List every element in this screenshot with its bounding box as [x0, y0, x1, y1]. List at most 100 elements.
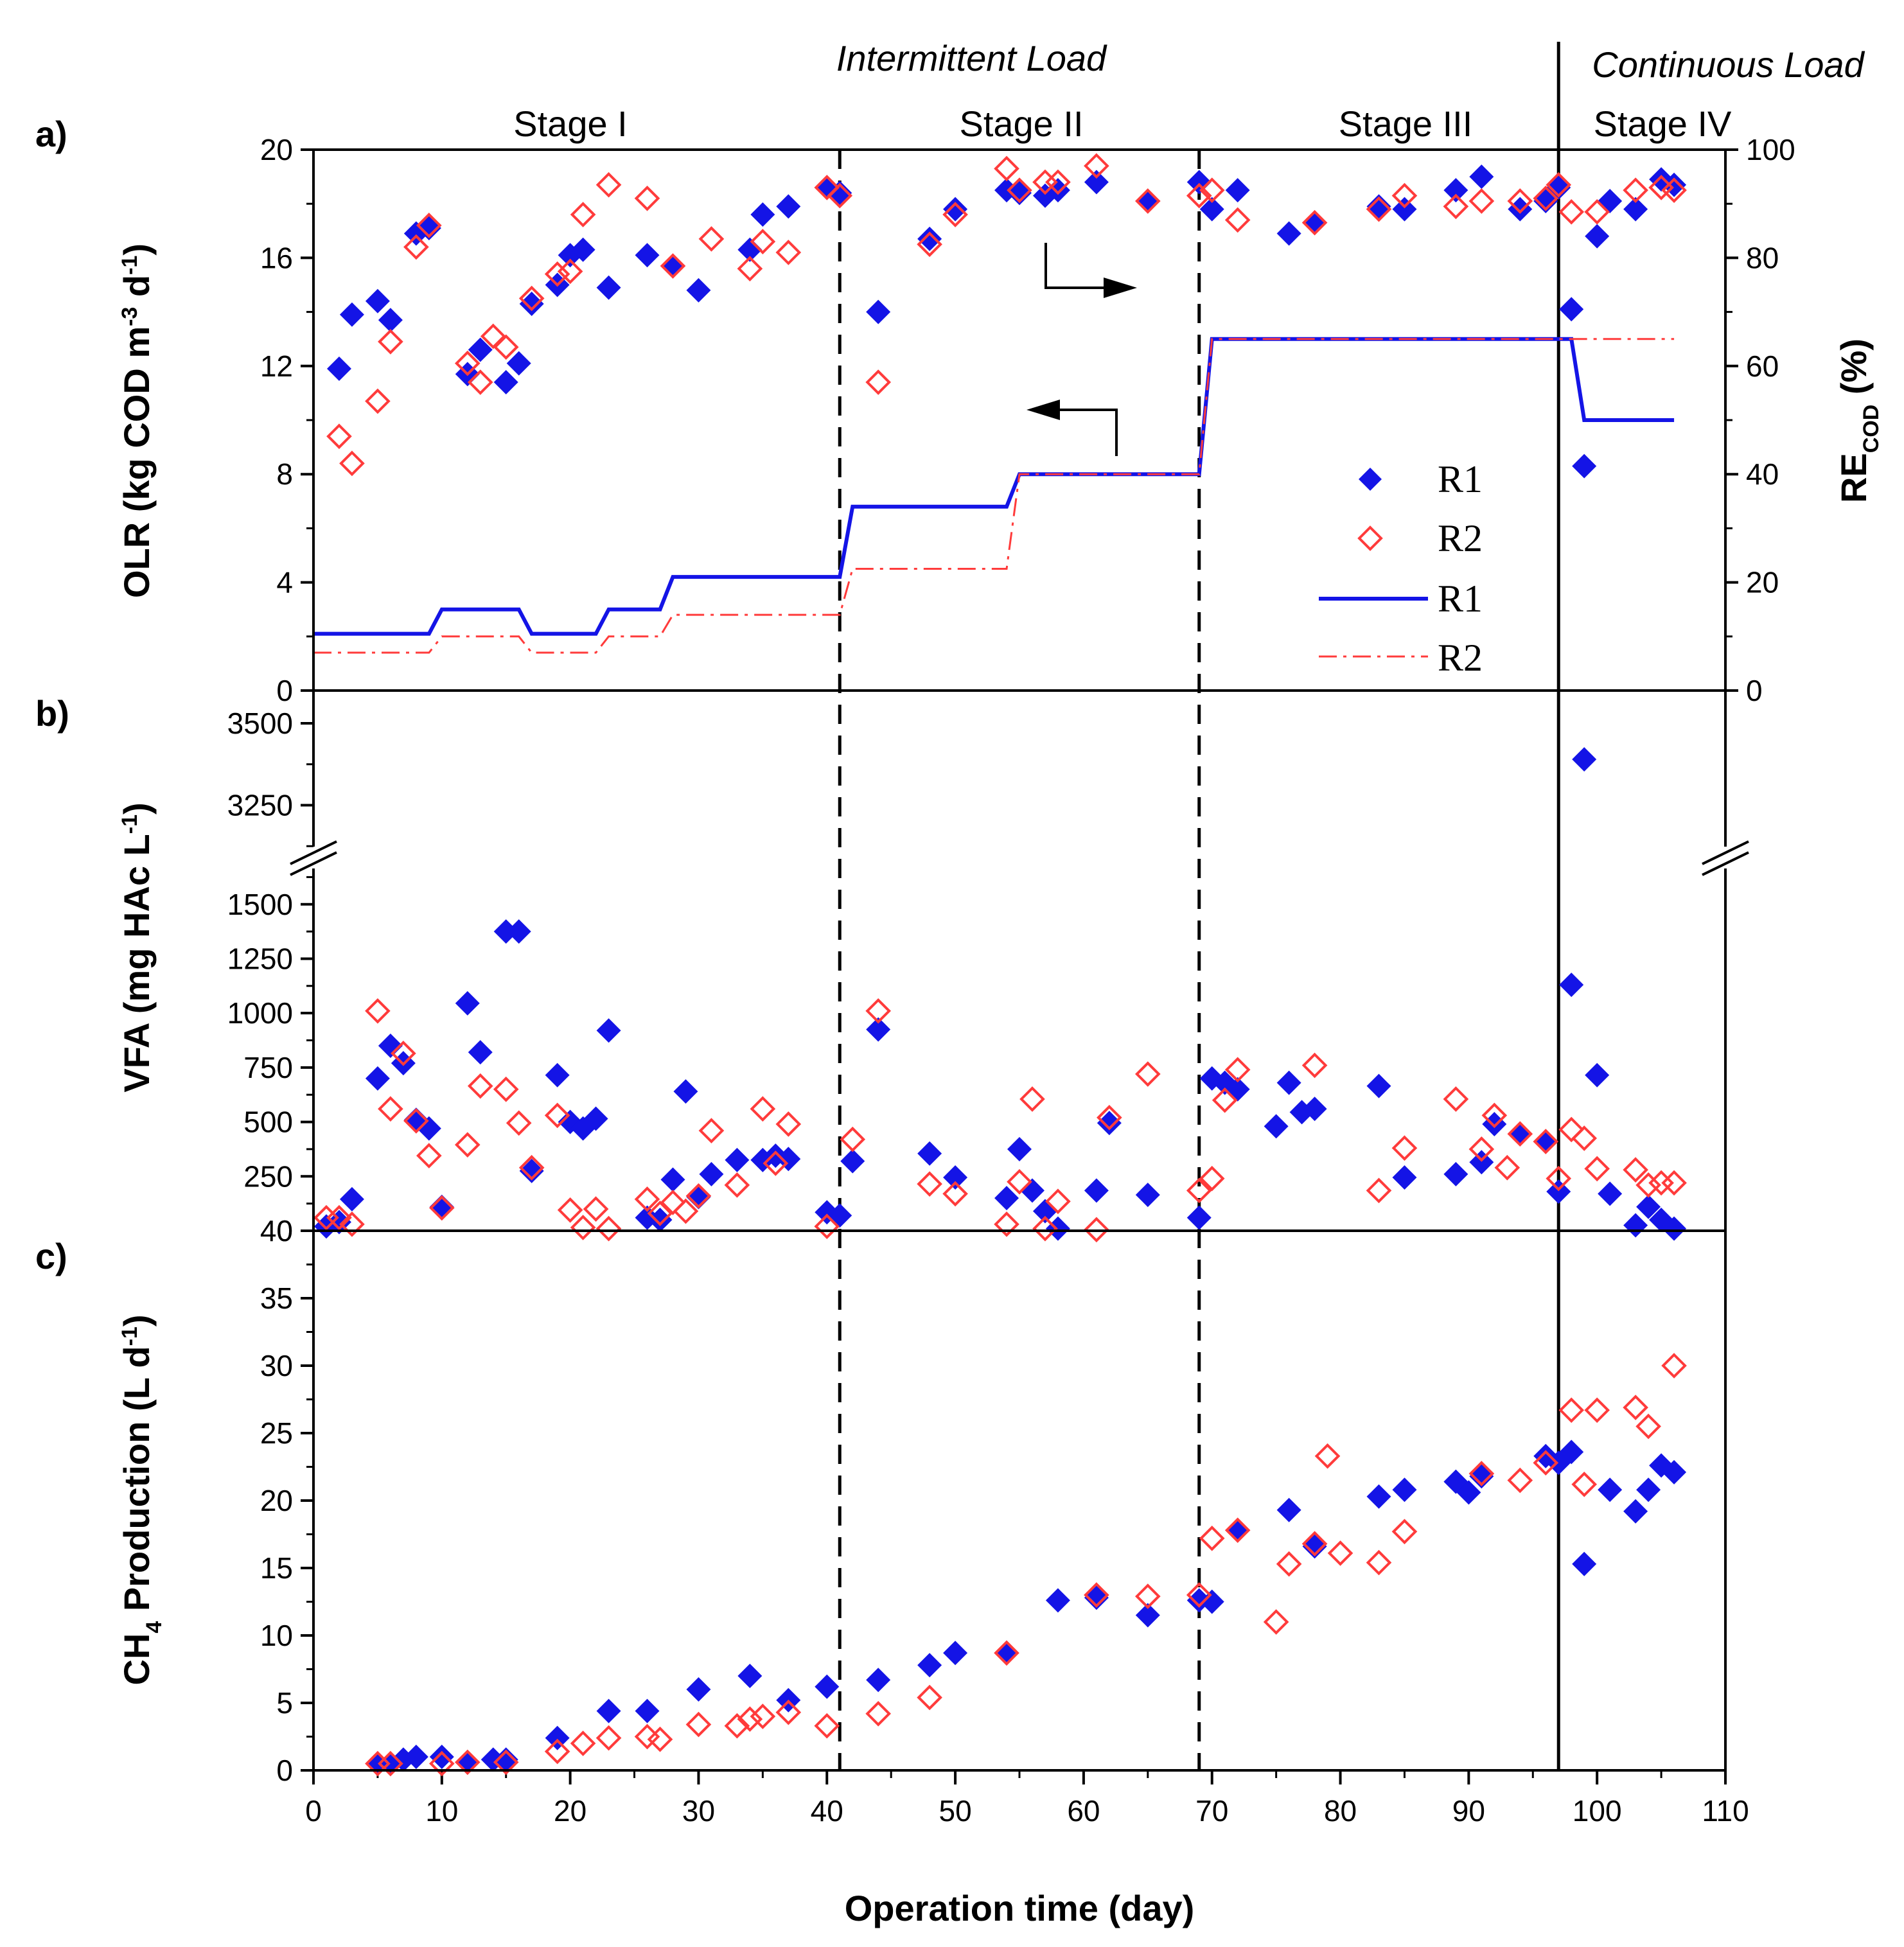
- vfa-r2-point: [1443, 1086, 1469, 1112]
- ch4-r2-point: [1533, 1450, 1559, 1476]
- axis-frames: [312, 148, 1727, 1772]
- vfa-r1-point: [1019, 1178, 1045, 1203]
- vfa-r1-point: [866, 1017, 891, 1042]
- ch4-r2-point: [1263, 1609, 1289, 1635]
- vfa-r2-point: [326, 1204, 352, 1231]
- re-r2-point: [339, 450, 365, 477]
- ch4-r2-point: [1635, 1413, 1661, 1440]
- vfa-r1-point: [943, 1165, 968, 1190]
- vfa-r2-point: [1199, 1165, 1225, 1192]
- vfa-r1-point: [994, 1186, 1019, 1211]
- ch4-r2-point: [865, 1700, 892, 1727]
- vfa-r1-point: [506, 919, 531, 944]
- re-r2-point: [775, 240, 802, 265]
- vfa-r2-point: [1494, 1154, 1521, 1181]
- axis-break-marks: [290, 840, 1749, 876]
- panel-b-y-tick-label-1250: 1250: [227, 942, 293, 975]
- re-r2-point: [942, 202, 968, 227]
- ch4-r2-point: [1276, 1551, 1302, 1577]
- re-r1-point: [1559, 297, 1584, 322]
- panel-c-y-tick-label-20: 20: [260, 1484, 293, 1517]
- panel-c-y-tick-label-30: 30: [260, 1349, 293, 1382]
- re-r1-point: [1302, 210, 1327, 235]
- re-r2-point: [1007, 177, 1032, 203]
- vfa-r2-point: [454, 1132, 480, 1158]
- vfa-r2-point: [1019, 1086, 1045, 1112]
- re-r2-point: [1301, 209, 1328, 236]
- vfa-r1-point: [1636, 1194, 1661, 1219]
- panel-b-label: b): [35, 693, 69, 734]
- vfa-r2-point: [1661, 1170, 1687, 1196]
- re-r2-point: [814, 175, 840, 200]
- vfa-r1-point: [365, 1066, 390, 1091]
- legend: R1 R2 R1 R2: [1319, 458, 1483, 679]
- x-tick-label-70: 70: [1195, 1794, 1228, 1828]
- re-r2-point: [570, 202, 596, 227]
- re-r1-point: [917, 226, 942, 251]
- vfa-r2-point: [673, 1198, 699, 1224]
- vfa-r2-point: [570, 1215, 596, 1240]
- vfa-r1-point: [1482, 1111, 1507, 1136]
- panel-b-y-upper-tick-label-3500: 3500: [227, 707, 293, 740]
- ch4-r2-point: [1584, 1397, 1610, 1423]
- vfa-r1-point: [1366, 1073, 1391, 1098]
- re-r2-point: [518, 285, 545, 312]
- ch4-r2-point: [1084, 1582, 1109, 1608]
- left-arrow-shaft: [1060, 409, 1118, 456]
- re-r1-point: [468, 337, 493, 362]
- vfa-r2-point: [1507, 1121, 1533, 1147]
- vfa-r2-point: [840, 1126, 866, 1152]
- ch4-r2-point: [1224, 1517, 1251, 1544]
- re-r1-point: [1084, 170, 1109, 195]
- re-r2-point: [454, 350, 480, 376]
- re-r2-point: [634, 185, 660, 211]
- panel-c-y-tick-label-5: 5: [276, 1686, 293, 1720]
- vfa-r2-point: [595, 1215, 622, 1242]
- vfa-r2-point: [544, 1102, 570, 1129]
- ch4-r2-point: [814, 1713, 840, 1739]
- re-r1-point: [596, 275, 621, 300]
- vfa-r2-point: [1301, 1052, 1328, 1079]
- vfa-r1-point: [596, 1018, 621, 1043]
- x-tick-label-50: 50: [939, 1794, 972, 1828]
- panel-a-ylabel-right: RECOD (%): [1833, 339, 1883, 503]
- vfa-r1-point: [1443, 1161, 1468, 1186]
- ch4-r1-point: [1572, 1551, 1597, 1576]
- vfa-r2-point: [1558, 1116, 1585, 1143]
- vfa-r2-point: [660, 1190, 686, 1215]
- panel-a-y-right-tick-label-80: 80: [1746, 241, 1779, 274]
- olr-line-r1: [313, 337, 1675, 636]
- ch4-r1-point: [1662, 1459, 1687, 1484]
- re-r2-point: [1546, 172, 1572, 198]
- vfa-r2-point: [403, 1108, 429, 1134]
- left-arrow: [1027, 400, 1118, 456]
- vfa-r1-point: [1392, 1165, 1417, 1190]
- panel-a-y-tick-label-8: 8: [276, 457, 293, 491]
- re-r1-point: [506, 351, 531, 376]
- ch4-r2-point: [1468, 1461, 1495, 1486]
- ch4-r1-point: [1456, 1480, 1481, 1505]
- panel-a-y-right-tick-label-40: 40: [1746, 457, 1779, 491]
- re-r2-point: [595, 172, 622, 198]
- ch4-r1-point: [943, 1641, 968, 1666]
- panel-a-frame: [312, 148, 1727, 692]
- vfa-r2-point: [1546, 1165, 1572, 1192]
- re-r1-point: [635, 243, 660, 268]
- vfa-r1-point: [1546, 1179, 1571, 1204]
- ch4-r2-point: [1558, 1397, 1585, 1423]
- re-r2-point: [1584, 199, 1610, 225]
- vfa-r2-point: [762, 1150, 789, 1176]
- re-r2-point: [660, 253, 686, 279]
- vfa-r1-point: [673, 1079, 698, 1104]
- ch4-r2-point: [1134, 1583, 1161, 1609]
- re-r1-point: [660, 254, 685, 279]
- ch4-r2-point: [428, 1750, 455, 1777]
- break-mark-right-2: [1702, 851, 1749, 876]
- re-r2-point: [365, 388, 391, 414]
- ch4-r2-point: [1623, 1395, 1648, 1420]
- ch4-r2-point: [1661, 1353, 1687, 1379]
- panel-b-y-tick-label-250: 250: [243, 1159, 293, 1193]
- vfa-r2-point: [557, 1197, 583, 1223]
- re-r1-point: [866, 299, 891, 324]
